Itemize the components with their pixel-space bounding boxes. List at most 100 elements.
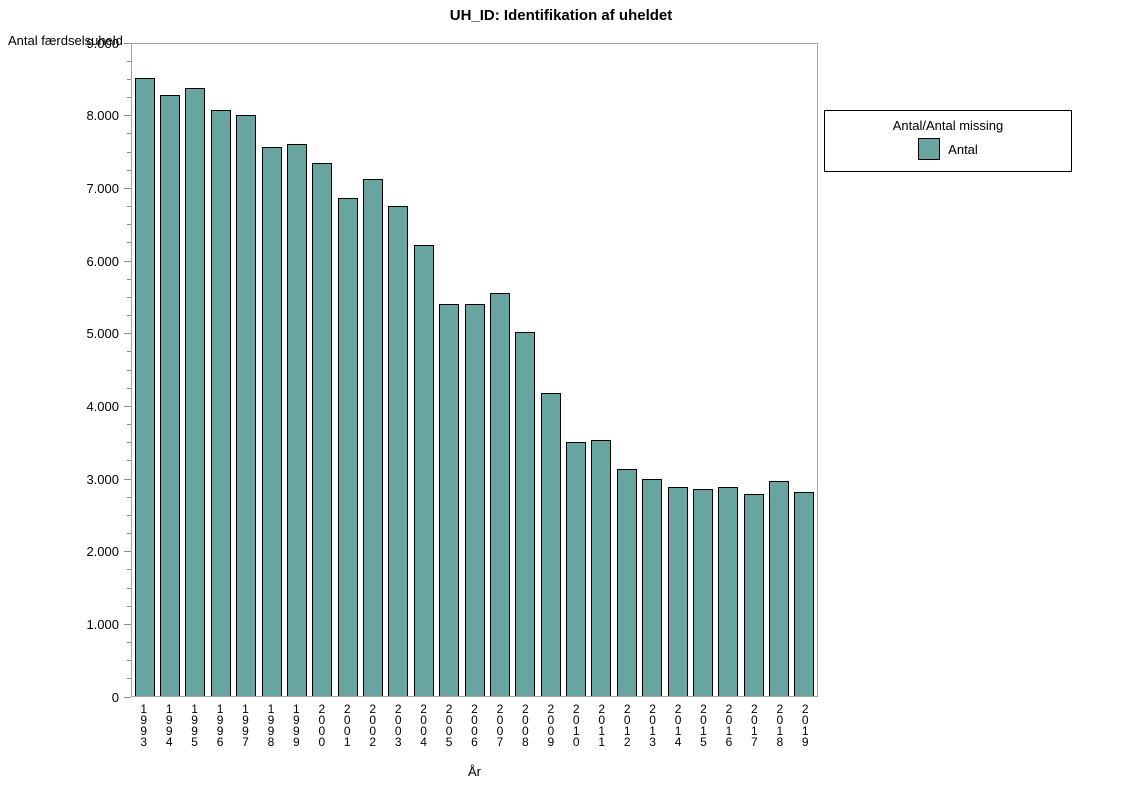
- y-minor-tick-mark: [127, 533, 131, 534]
- y-major-tick-mark: [124, 333, 131, 335]
- chart-title: UH_ID: Identifikation af uheldet: [449, 7, 673, 24]
- bar-slot-2018: [766, 44, 791, 696]
- y-minor-tick-mark: [127, 460, 131, 462]
- bar-2017: [743, 494, 764, 696]
- y-minor-tick-mark: [127, 678, 131, 680]
- bar-slot-1997: [234, 44, 259, 696]
- y-minor-tick-mark: [127, 206, 131, 207]
- bar-slot-2003: [386, 44, 411, 696]
- bar-2011: [591, 439, 612, 696]
- y-minor-tick-mark: [127, 369, 131, 371]
- legend-entry-label: Antal: [948, 141, 978, 157]
- x-tick-label-1999: 1 9 9 9: [293, 702, 300, 749]
- x-tick-label-2003: 2 0 0 3: [394, 702, 402, 749]
- legend-swatch-icon: [918, 138, 941, 160]
- bar-2012: [616, 469, 637, 696]
- y-major-tick-mark: [124, 187, 131, 189]
- bar-slot-2000: [310, 44, 335, 696]
- y-minor-tick-mark: [127, 97, 131, 98]
- x-tick-label-2017: 2 0 1 7: [751, 702, 758, 749]
- bar-slot-2013: [640, 44, 665, 696]
- bar-slot-2015: [690, 44, 715, 696]
- y-minor-tick-mark: [127, 78, 131, 80]
- x-tick-label-2005: 2 0 0 5: [445, 702, 453, 749]
- bar-series: [132, 44, 817, 696]
- bar-slot-1999: [284, 44, 309, 696]
- bar-2018: [769, 480, 790, 696]
- bar-2008: [515, 331, 536, 696]
- x-tick-label-1994: 1 9 9 4: [165, 702, 173, 749]
- x-tick-label-1993: 1 9 9 3: [140, 702, 148, 749]
- x-axis-title: År: [468, 764, 481, 779]
- y-tick-label-4.000: 4.000: [86, 398, 119, 414]
- y-minor-tick-mark: [127, 133, 131, 135]
- y-axis-title: Antal færdselsuheld: [8, 33, 123, 48]
- y-minor-tick-mark: [127, 296, 131, 298]
- x-tick-label-1995: 1 9 9 5: [191, 702, 198, 749]
- bar-1999: [286, 143, 307, 696]
- bar-2009: [540, 392, 561, 696]
- y-minor-tick-mark: [127, 169, 131, 171]
- bar-2002: [363, 179, 384, 696]
- bar-slot-2012: [614, 44, 639, 696]
- bar-slot-2007: [487, 44, 512, 696]
- bar-slot-2001: [335, 44, 360, 696]
- bar-2016: [718, 486, 739, 696]
- bar-slot-2002: [360, 44, 385, 696]
- x-tick-label-2013: 2 0 1 3: [649, 702, 656, 749]
- bar-2006: [464, 304, 485, 696]
- bar-2013: [642, 479, 663, 696]
- bar-2001: [337, 198, 358, 696]
- y-minor-tick-mark: [127, 424, 131, 425]
- bar-slot-2006: [462, 44, 487, 696]
- bar-2010: [566, 441, 587, 696]
- bar-slot-2017: [741, 44, 766, 696]
- y-major-tick-mark: [124, 696, 131, 698]
- bar-2007: [489, 292, 510, 696]
- y-tick-label-1.000: 1.000: [86, 616, 119, 632]
- bar-slot-2016: [716, 44, 741, 696]
- x-tick-label-2014: 2 0 1 4: [674, 702, 682, 749]
- bar-1998: [261, 147, 282, 696]
- x-tick-label-2012: 2 0 1 2: [623, 702, 631, 749]
- y-major-tick-mark: [124, 623, 131, 625]
- bar-slot-2008: [513, 44, 538, 696]
- bar-slot-1994: [157, 44, 182, 696]
- y-minor-tick-mark: [127, 605, 131, 607]
- y-tick-label-5.000: 5.000: [86, 326, 119, 342]
- y-minor-tick-mark: [127, 387, 131, 389]
- y-minor-tick-mark: [127, 278, 131, 280]
- bar-2014: [667, 486, 688, 696]
- bar-1997: [236, 114, 257, 696]
- y-major-tick-mark: [124, 478, 131, 480]
- bar-slot-2005: [437, 44, 462, 696]
- x-tick-label-2019: 2 0 1 9: [801, 702, 809, 749]
- plot-area: [131, 43, 818, 697]
- x-tick-label-2009: 2 0 0 9: [547, 702, 555, 749]
- y-major-tick-mark: [124, 42, 131, 44]
- x-tick-label-2007: 2 0 0 7: [496, 702, 504, 749]
- y-major-tick-mark: [124, 115, 131, 117]
- legend-title: Antal/Antal missing: [892, 118, 1004, 133]
- y-minor-tick-mark: [127, 151, 131, 153]
- y-minor-tick-mark: [127, 351, 131, 353]
- legend: Antal/Antal missing Antal: [824, 110, 1072, 172]
- y-minor-tick-mark: [127, 496, 131, 498]
- bar-slot-2019: [792, 44, 817, 696]
- x-tick-label-2018: 2 0 1 8: [776, 702, 784, 749]
- y-minor-tick-mark: [127, 642, 131, 643]
- y-minor-tick-mark: [127, 442, 131, 444]
- bar-1993: [134, 77, 155, 696]
- x-tick-label-2011: 2 0 1 1: [598, 702, 606, 749]
- y-tick-label-7.000: 7.000: [86, 180, 119, 196]
- bar-slot-1993: [132, 44, 157, 696]
- bar-2004: [413, 244, 434, 696]
- x-tick-label-2008: 2 0 0 8: [522, 702, 529, 749]
- x-tick-label-2002: 2 0 0 2: [369, 702, 377, 749]
- bar-slot-2004: [411, 44, 436, 696]
- bar-2019: [794, 491, 815, 696]
- y-major-tick-mark: [124, 551, 131, 553]
- bar-slot-2010: [563, 44, 588, 696]
- x-tick-label-2004: 2 0 0 4: [420, 702, 427, 749]
- bar-slot-1998: [259, 44, 284, 696]
